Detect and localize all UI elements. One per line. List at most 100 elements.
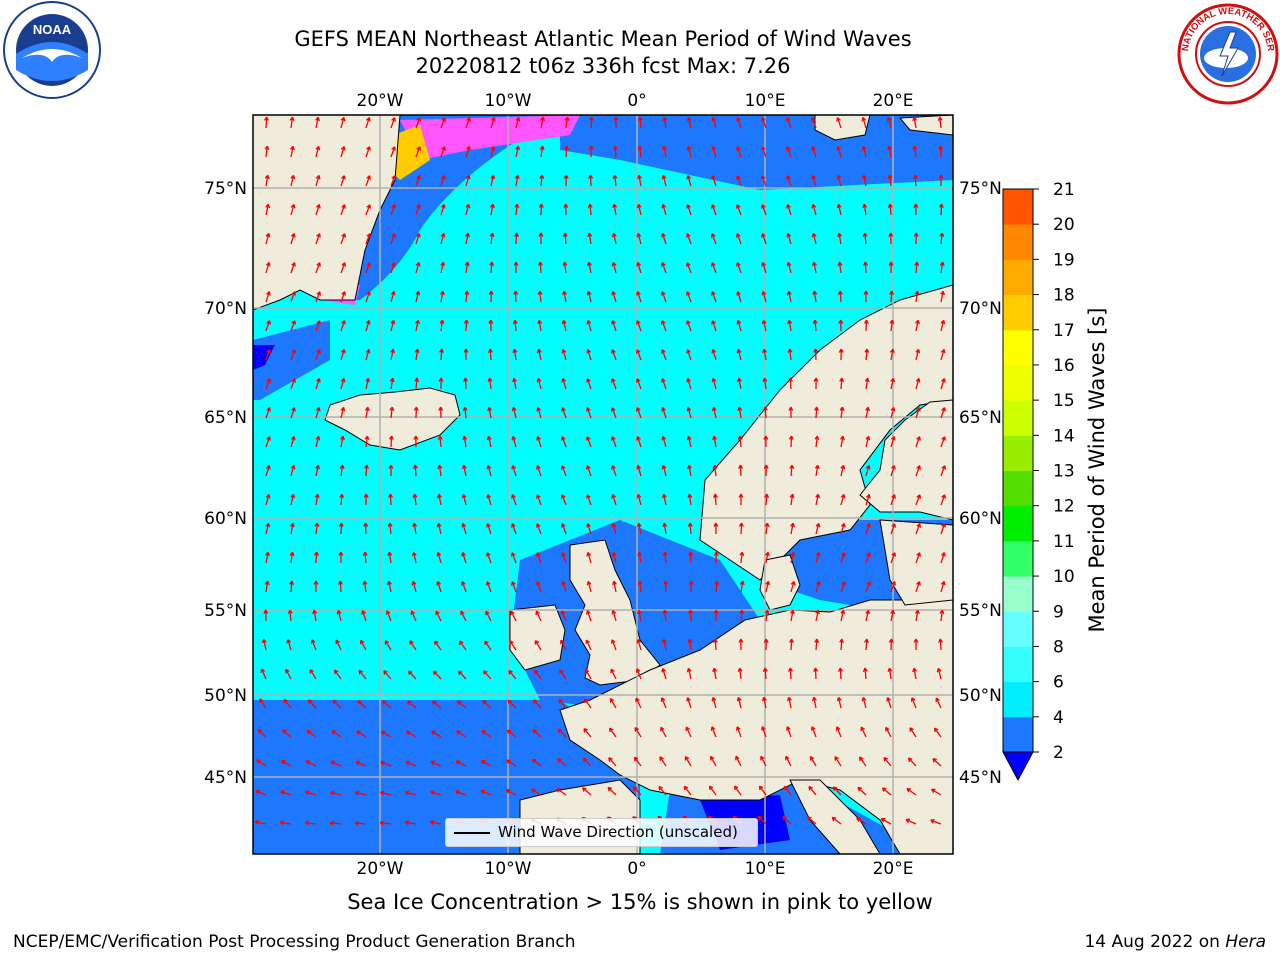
wind-wave-arrow — [287, 609, 293, 622]
wind-wave-arrow — [437, 435, 443, 448]
colorbar-segment — [1003, 400, 1033, 436]
colorbar-tick-label: 19 — [1053, 250, 1075, 270]
wind-wave-arrow — [365, 233, 372, 245]
wind-wave-arrow — [711, 204, 717, 216]
wind-wave-arrow — [431, 700, 442, 709]
wind-wave-arrow — [930, 818, 942, 825]
wind-wave-arrow — [510, 552, 517, 564]
wind-wave-arrow — [481, 730, 492, 738]
wind-wave-arrow — [440, 261, 446, 274]
wind-wave-arrow — [361, 610, 367, 622]
wind-wave-arrow — [637, 116, 643, 129]
wind-wave-arrow — [415, 290, 421, 303]
wind-wave-arrow — [487, 348, 493, 361]
lat-label-left: 50°N — [204, 686, 247, 706]
wind-wave-arrow — [440, 117, 447, 129]
wind-wave-arrow — [390, 262, 396, 274]
lon-label-top: 10°W — [485, 91, 532, 111]
wind-wave-arrow — [940, 580, 946, 593]
wind-wave-arrow — [315, 116, 321, 129]
wind-wave-arrow — [688, 551, 694, 564]
wind-wave-arrow — [464, 290, 470, 303]
wind-wave-arrow — [811, 117, 817, 129]
colorbar-segment — [1003, 681, 1033, 718]
wind-wave-arrow — [561, 552, 567, 564]
wind-wave-arrow — [480, 789, 492, 796]
wind-wave-arrow — [506, 759, 517, 767]
wind-wave-arrow — [562, 232, 568, 245]
wind-wave-arrow — [429, 819, 442, 825]
wind-wave-arrow — [335, 639, 342, 651]
wind-wave-arrow — [390, 175, 397, 187]
wind-wave-arrow — [813, 348, 819, 361]
wind-wave-arrow — [357, 700, 367, 709]
wind-wave-arrow — [385, 610, 392, 622]
wind-wave-arrow — [464, 261, 470, 274]
wind-wave-arrow — [315, 262, 321, 274]
wind-wave-arrow — [263, 609, 269, 622]
colorbar-tick-label: 20 — [1053, 215, 1075, 235]
land-ireland — [509, 604, 566, 671]
wind-wave-arrow — [415, 204, 421, 216]
wind-wave-arrow — [563, 203, 569, 216]
wind-wave-arrow — [485, 610, 492, 622]
wind-wave-arrow — [512, 319, 518, 332]
wind-wave-arrow — [390, 146, 396, 158]
land-finland — [859, 399, 953, 521]
wind-wave-arrow — [415, 233, 421, 245]
wind-wave-arrow — [340, 291, 346, 303]
wind-wave-arrow — [936, 667, 942, 680]
wind-wave-arrow — [265, 551, 271, 564]
wind-wave-arrow — [315, 174, 321, 187]
wind-wave-arrow — [436, 522, 442, 535]
wind-wave-arrow — [510, 610, 517, 622]
wind-wave-arrow — [510, 581, 517, 593]
wind-wave-arrow — [889, 290, 894, 303]
wind-wave-arrow — [886, 697, 892, 709]
wind-wave-arrow — [380, 760, 392, 767]
wind-wave-arrow — [387, 522, 393, 535]
wind-wave-arrow — [686, 204, 692, 216]
wind-wave-arrow — [305, 790, 317, 796]
lon-label-bottom: 20°E — [873, 859, 914, 879]
wind-wave-arrow — [736, 175, 742, 187]
wind-wave-arrow — [789, 638, 794, 651]
wind-wave-arrow — [534, 640, 542, 651]
wind-wave-arrow — [736, 146, 742, 158]
wind-wave-arrow — [290, 464, 296, 477]
wind-wave-arrow — [290, 291, 296, 303]
wind-wave-arrow — [661, 291, 667, 303]
wind-wave-arrow — [514, 203, 520, 216]
wind-wave-arrow — [761, 262, 767, 274]
wind-wave-arrow — [340, 233, 347, 245]
wind-wave-arrow — [339, 464, 345, 477]
wind-wave-arrow — [835, 726, 842, 738]
wind-wave-arrow — [915, 436, 921, 448]
wind-wave-arrow — [583, 727, 592, 738]
wind-wave-arrow — [383, 670, 392, 680]
wind-wave-arrow — [812, 290, 818, 303]
colorbar-tick-label: 10 — [1053, 567, 1075, 587]
wind-wave-arrow — [365, 348, 371, 361]
map-subtitle-run: 20220812 t06z 336h fcst Max: 7.26 — [415, 54, 791, 78]
wind-wave-arrow — [581, 787, 592, 796]
wind-wave-arrow — [363, 522, 369, 535]
wind-wave-arrow — [462, 435, 468, 448]
wind-wave-arrow — [739, 551, 745, 564]
wind-wave-arrow — [462, 406, 468, 419]
wind-wave-arrow — [587, 232, 593, 245]
wind-wave-arrow — [536, 581, 542, 593]
wind-wave-arrow — [490, 145, 496, 158]
wind-wave-arrow — [536, 436, 542, 448]
wind-wave-arrow — [314, 493, 320, 506]
wind-wave-arrow — [938, 174, 944, 186]
wind-wave-arrow — [787, 319, 793, 332]
wind-wave-arrow — [280, 790, 292, 796]
wind-wave-arrow — [636, 436, 642, 448]
wind-wave-arrow — [612, 203, 618, 216]
wind-wave-arrow — [306, 729, 317, 738]
wind-wave-arrow — [586, 465, 592, 477]
wind-wave-arrow — [887, 203, 893, 216]
wind-wave-arrow — [688, 609, 694, 622]
wind-wave-arrow — [336, 609, 342, 622]
